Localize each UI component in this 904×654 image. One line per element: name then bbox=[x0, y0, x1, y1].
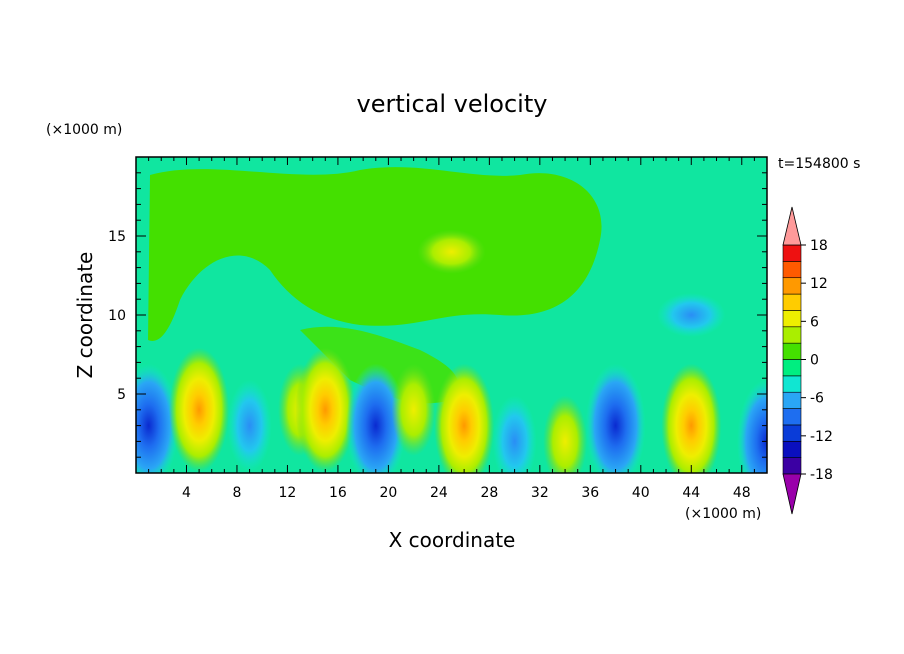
colorbar-segment bbox=[782, 277, 802, 295]
y-tick-label: 15 bbox=[108, 229, 126, 245]
velocity-cell bbox=[543, 395, 588, 473]
colorbar-segment bbox=[782, 310, 802, 328]
colorbar-segment bbox=[782, 342, 802, 360]
x-tick-label: 48 bbox=[733, 485, 751, 501]
upper-positive-region bbox=[148, 167, 602, 341]
x-tick-label: 24 bbox=[430, 485, 448, 501]
velocity-cell bbox=[737, 379, 767, 473]
velocity-cell bbox=[492, 395, 537, 473]
time-label: t=154800 s bbox=[778, 156, 860, 172]
x-tick-label: 28 bbox=[480, 485, 498, 501]
colorbar-segment bbox=[782, 244, 802, 262]
colorbar-segment bbox=[782, 261, 802, 279]
colorbar-tick-label: 6 bbox=[810, 314, 819, 330]
x-unit-label: (×1000 m) bbox=[685, 506, 761, 522]
x-tick-label: 40 bbox=[632, 485, 650, 501]
colorbar-segment bbox=[782, 326, 802, 344]
colorbar: 18 12 6 0 -6 -12 -18 bbox=[782, 206, 833, 515]
velocity-cell bbox=[417, 229, 486, 274]
chart-title: vertical velocity bbox=[357, 90, 548, 118]
x-tick-label: 32 bbox=[531, 485, 549, 501]
colorbar-tick-label: -18 bbox=[810, 467, 833, 483]
colorbar-segment bbox=[782, 457, 802, 475]
velocity-cell bbox=[169, 347, 230, 472]
x-tick-label: 12 bbox=[279, 485, 297, 501]
velocity-cell bbox=[434, 363, 495, 473]
colorbar-max-arrow bbox=[782, 206, 802, 246]
colorbar-tick-label: 18 bbox=[810, 238, 828, 254]
colorbar-segment bbox=[782, 440, 802, 458]
colorbar-segment bbox=[782, 375, 802, 393]
velocity-cell bbox=[585, 363, 646, 473]
colorbar-min-arrow bbox=[782, 473, 802, 515]
velocity-cell bbox=[345, 363, 406, 473]
x-tick-label: 44 bbox=[682, 485, 700, 501]
colorbar-segment bbox=[782, 359, 802, 377]
x-axis-label: X coordinate bbox=[389, 528, 516, 552]
x-tick-label: 16 bbox=[329, 485, 347, 501]
y-unit-label: (×1000 m) bbox=[46, 122, 122, 138]
colorbar-segment bbox=[782, 391, 802, 409]
y-axis-ticks: 5 10 15 bbox=[108, 172, 767, 458]
x-tick-label: 20 bbox=[379, 485, 397, 501]
x-axis-ticks: 4 8 12 16 20 24 28 32 36 40 44 48 bbox=[148, 157, 755, 501]
velocity-cell bbox=[391, 363, 436, 456]
colorbar-tick-label: 12 bbox=[810, 276, 828, 292]
colorbar-tick-label: -12 bbox=[810, 429, 833, 445]
colorbar-segment bbox=[782, 408, 802, 426]
colorbar-segment bbox=[782, 424, 802, 442]
colorbar-segment bbox=[782, 293, 802, 311]
y-axis-label: Z coordinate bbox=[73, 252, 97, 379]
velocity-cell bbox=[136, 363, 179, 473]
y-tick-label: 5 bbox=[117, 387, 126, 403]
x-tick-label: 8 bbox=[232, 485, 241, 501]
colorbar-tick-label: -6 bbox=[810, 391, 824, 407]
velocity-cell bbox=[227, 379, 272, 472]
velocity-cell bbox=[295, 347, 356, 472]
velocity-cell bbox=[657, 293, 726, 337]
y-tick-label: 10 bbox=[108, 308, 126, 324]
colorbar-tick-label: 0 bbox=[810, 353, 819, 369]
velocity-cell bbox=[661, 363, 722, 473]
x-tick-label: 4 bbox=[182, 485, 191, 501]
x-tick-label: 36 bbox=[581, 485, 599, 501]
